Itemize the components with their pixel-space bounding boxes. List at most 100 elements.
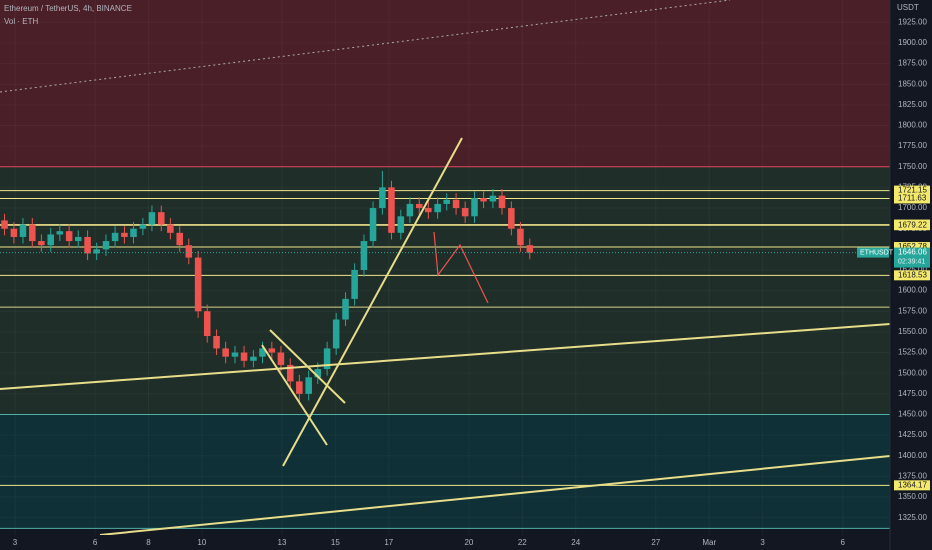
trend-line — [261, 344, 328, 446]
candle-body — [434, 203, 441, 213]
candle-body — [489, 195, 497, 202]
level-box — [894, 242, 930, 253]
level-label: 1721.15 — [898, 186, 927, 195]
candle-body — [121, 232, 128, 237]
y-tick-label: 1700.00 — [898, 203, 927, 212]
candle-body — [498, 195, 506, 209]
candle-body — [29, 224, 36, 242]
y-tick-label: 1925.00 — [898, 17, 927, 26]
x-tick-label: 3 — [760, 538, 765, 547]
candle-body — [314, 369, 322, 378]
y-tick-label: 1550.00 — [898, 327, 927, 336]
level-box — [894, 270, 930, 281]
level-box — [894, 220, 930, 231]
candle-body — [194, 257, 202, 312]
y-tick-label: 1850.00 — [898, 79, 927, 88]
plot — [0, 170, 890, 405]
zones — [0, 0, 890, 529]
x-tick-label: 6 — [841, 538, 846, 547]
zone — [0, 0, 890, 167]
candle-body — [406, 203, 414, 217]
x-tick-label: 15 — [331, 538, 340, 547]
x-tick-label: 27 — [651, 538, 660, 547]
x-tick-label: Mar — [702, 538, 716, 547]
y-tick-label: 1425.00 — [898, 430, 927, 439]
level-label: 1652.78 — [898, 242, 927, 251]
y-tick-label: 1600.00 — [898, 286, 927, 295]
y-tick-label: 1775.00 — [898, 141, 927, 150]
candle-body — [461, 208, 469, 217]
axis-unit: USDT — [897, 3, 919, 12]
candle-body — [323, 348, 331, 370]
level-label: 1711.63 — [898, 194, 927, 203]
x-tick-label: 8 — [146, 538, 151, 547]
candle-body — [231, 352, 239, 357]
last-price-box — [894, 247, 930, 268]
candle-body — [259, 348, 266, 357]
candle-body — [38, 241, 45, 246]
axes: 1325.00 1350.00 1375.00 1400.00 1425.00 1450.… — [13, 17, 930, 547]
y-tick-label: 1875.00 — [898, 59, 927, 68]
y-tick-label: 1450.00 — [898, 410, 927, 419]
zone — [0, 414, 890, 529]
x-tick-label: 24 — [571, 538, 580, 547]
candle-body — [342, 298, 349, 320]
level-box — [894, 193, 930, 204]
candle-body — [277, 352, 285, 365]
candle-body — [139, 224, 147, 229]
y-tick-label: 1400.00 — [898, 451, 927, 460]
candle-body — [526, 245, 534, 253]
x-tick-label: 6 — [93, 538, 98, 547]
candle-body — [148, 212, 156, 225]
candle-body — [508, 208, 515, 229]
x-tick-label: 13 — [278, 538, 287, 547]
level-box — [894, 185, 930, 196]
candle-body — [268, 348, 276, 353]
candle-body — [93, 249, 100, 254]
candle-body — [19, 224, 27, 237]
level-label: 1679.22 — [898, 220, 927, 229]
countdown: 02:39:41 — [898, 258, 925, 265]
x-tick-label: 17 — [384, 538, 393, 547]
candle-body — [443, 199, 451, 204]
candle-body — [388, 187, 395, 233]
y-tick-label: 1625.00 — [898, 265, 927, 274]
candle-body — [1, 220, 8, 229]
candle-body — [185, 245, 193, 258]
candle-body — [111, 232, 119, 242]
symbol-label: ETHUSDT — [860, 249, 894, 256]
candle-body — [351, 269, 358, 299]
symbol-box — [857, 247, 889, 258]
x-tick-label: 20 — [464, 538, 473, 547]
last-price-label: 1646.06 — [898, 248, 927, 257]
zone — [0, 166, 890, 415]
volume-label: Vol · ETH — [4, 17, 38, 26]
trend-line — [99, 455, 891, 536]
x-tick-label: 3 — [13, 538, 18, 547]
candle-body — [176, 232, 183, 246]
time-axis — [0, 535, 890, 550]
y-tick-label: 1825.00 — [898, 100, 927, 109]
candle-body — [56, 231, 64, 235]
y-tick-label: 1750.00 — [898, 162, 927, 171]
x-tick-label: 10 — [197, 538, 206, 547]
candle-body — [480, 198, 487, 202]
candle-body — [158, 212, 165, 225]
candle-body — [286, 364, 294, 382]
level-box — [894, 480, 930, 491]
level-label: 1618.53 — [898, 270, 927, 279]
level-label: 1364.17 — [898, 480, 927, 489]
candle-body — [167, 224, 174, 233]
candle-body — [213, 336, 220, 349]
chart-title: Ethereum / TetherUS, 4h, BINANCE — [4, 4, 132, 13]
candle-body — [84, 236, 91, 254]
candle-body — [397, 216, 405, 233]
candle-body — [74, 236, 82, 242]
grid — [0, 166, 890, 529]
drawings — [0, 0, 891, 536]
candle-body — [203, 311, 211, 337]
candle-body — [130, 228, 137, 237]
y-tick-label: 1375.00 — [898, 471, 927, 480]
candle-body — [305, 377, 312, 394]
